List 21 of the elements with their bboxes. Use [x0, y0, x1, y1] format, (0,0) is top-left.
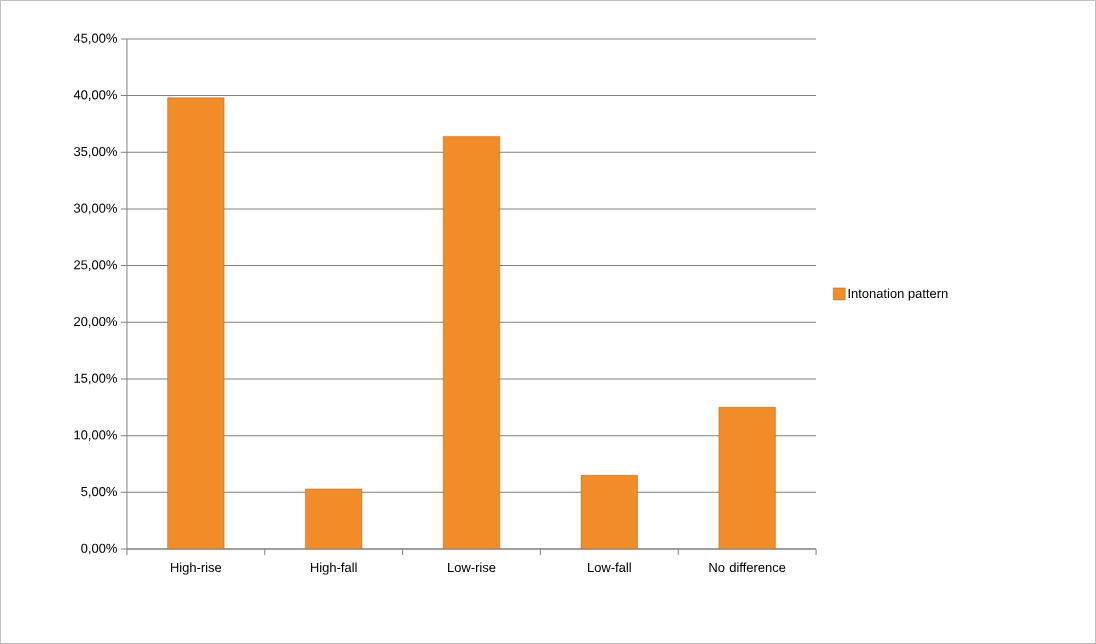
x-tick-label: Low-fall	[588, 562, 631, 573]
bar	[167, 97, 225, 550]
y-tick-label: 35,00%	[73, 146, 117, 158]
x-tick-label: Low-rise	[448, 562, 496, 573]
bar	[305, 488, 363, 550]
bar	[580, 475, 638, 550]
y-tick-label: 45,00%	[73, 33, 117, 45]
y-tick-label: 40,00%	[73, 90, 117, 101]
x-tick-label: No difference	[709, 562, 786, 573]
y-tick-label: 25,00%	[74, 260, 117, 271]
y-tick-label: 10,00%	[74, 430, 117, 442]
bar	[443, 136, 500, 550]
x-tick-label: High-fall	[310, 562, 357, 575]
y-tick-label: 20,00%	[74, 316, 117, 328]
y-tick-label: 0,00%	[81, 543, 117, 555]
y-tick-label: 15,00%	[74, 373, 117, 385]
x-tick-label: High-rise	[170, 562, 222, 575]
bar	[718, 407, 776, 550]
y-tick-label: 30,00%	[73, 203, 117, 215]
y-tick-label: 5,00%	[81, 487, 117, 498]
legend-label: Intonation pattern	[848, 288, 948, 301]
